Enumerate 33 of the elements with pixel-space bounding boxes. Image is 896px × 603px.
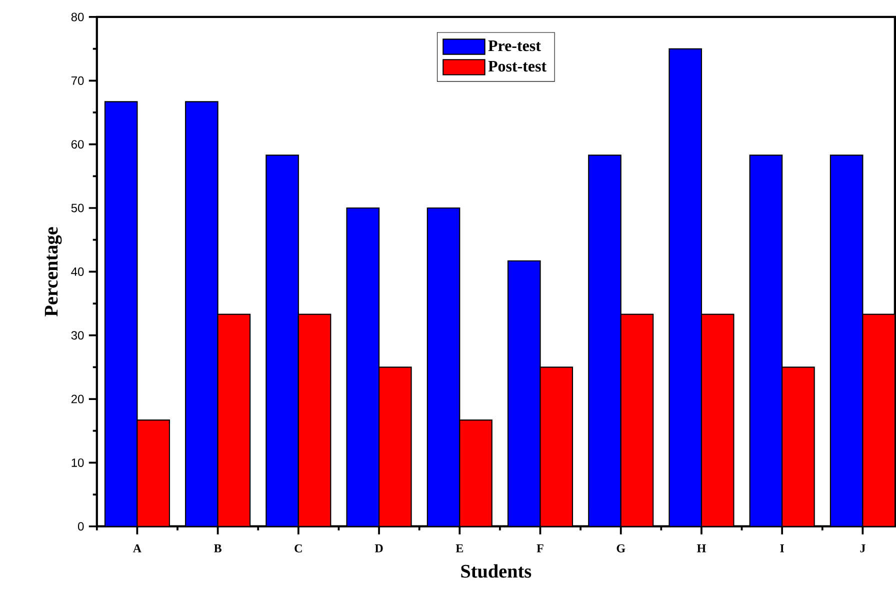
- x-tick-label: J: [860, 544, 866, 552]
- bar: [378, 366, 412, 526]
- bar: [540, 366, 574, 526]
- y-tick-label: 80: [71, 12, 84, 22]
- y-axis-title: Percentage: [44, 226, 62, 316]
- bar: [862, 314, 895, 526]
- y-tick-label: 40: [71, 267, 84, 276]
- x-tick-label: C: [294, 544, 302, 552]
- y-tick-label: 70: [71, 76, 84, 85]
- y-tick-label: 0: [78, 522, 84, 530]
- bar: [459, 419, 492, 526]
- x-tick-label: H: [697, 544, 706, 552]
- bar: [217, 314, 251, 526]
- x-tick-label: D: [374, 544, 383, 552]
- x-tick-label: I: [780, 544, 784, 552]
- bar: [136, 419, 170, 526]
- legend-label: Pre-test: [488, 40, 541, 51]
- x-tick-label: E: [456, 544, 464, 552]
- y-tick-label: 20: [71, 394, 84, 404]
- x-tick-label: G: [616, 544, 626, 552]
- x-tick-label: B: [214, 544, 222, 552]
- bar: [700, 314, 734, 526]
- x-axis-title: Students: [461, 564, 532, 578]
- legend-label: Post-test: [488, 60, 546, 72]
- bar: [298, 314, 332, 526]
- y-tick-label: 10: [72, 458, 84, 467]
- bar: [782, 366, 815, 526]
- y-tick-label: 60: [71, 140, 84, 148]
- y-tick-label: 30: [71, 330, 84, 340]
- y-tick-label: 50: [71, 204, 84, 212]
- x-tick-label: F: [536, 544, 544, 552]
- x-tick-label: A: [132, 544, 142, 552]
- bar: [620, 314, 654, 526]
